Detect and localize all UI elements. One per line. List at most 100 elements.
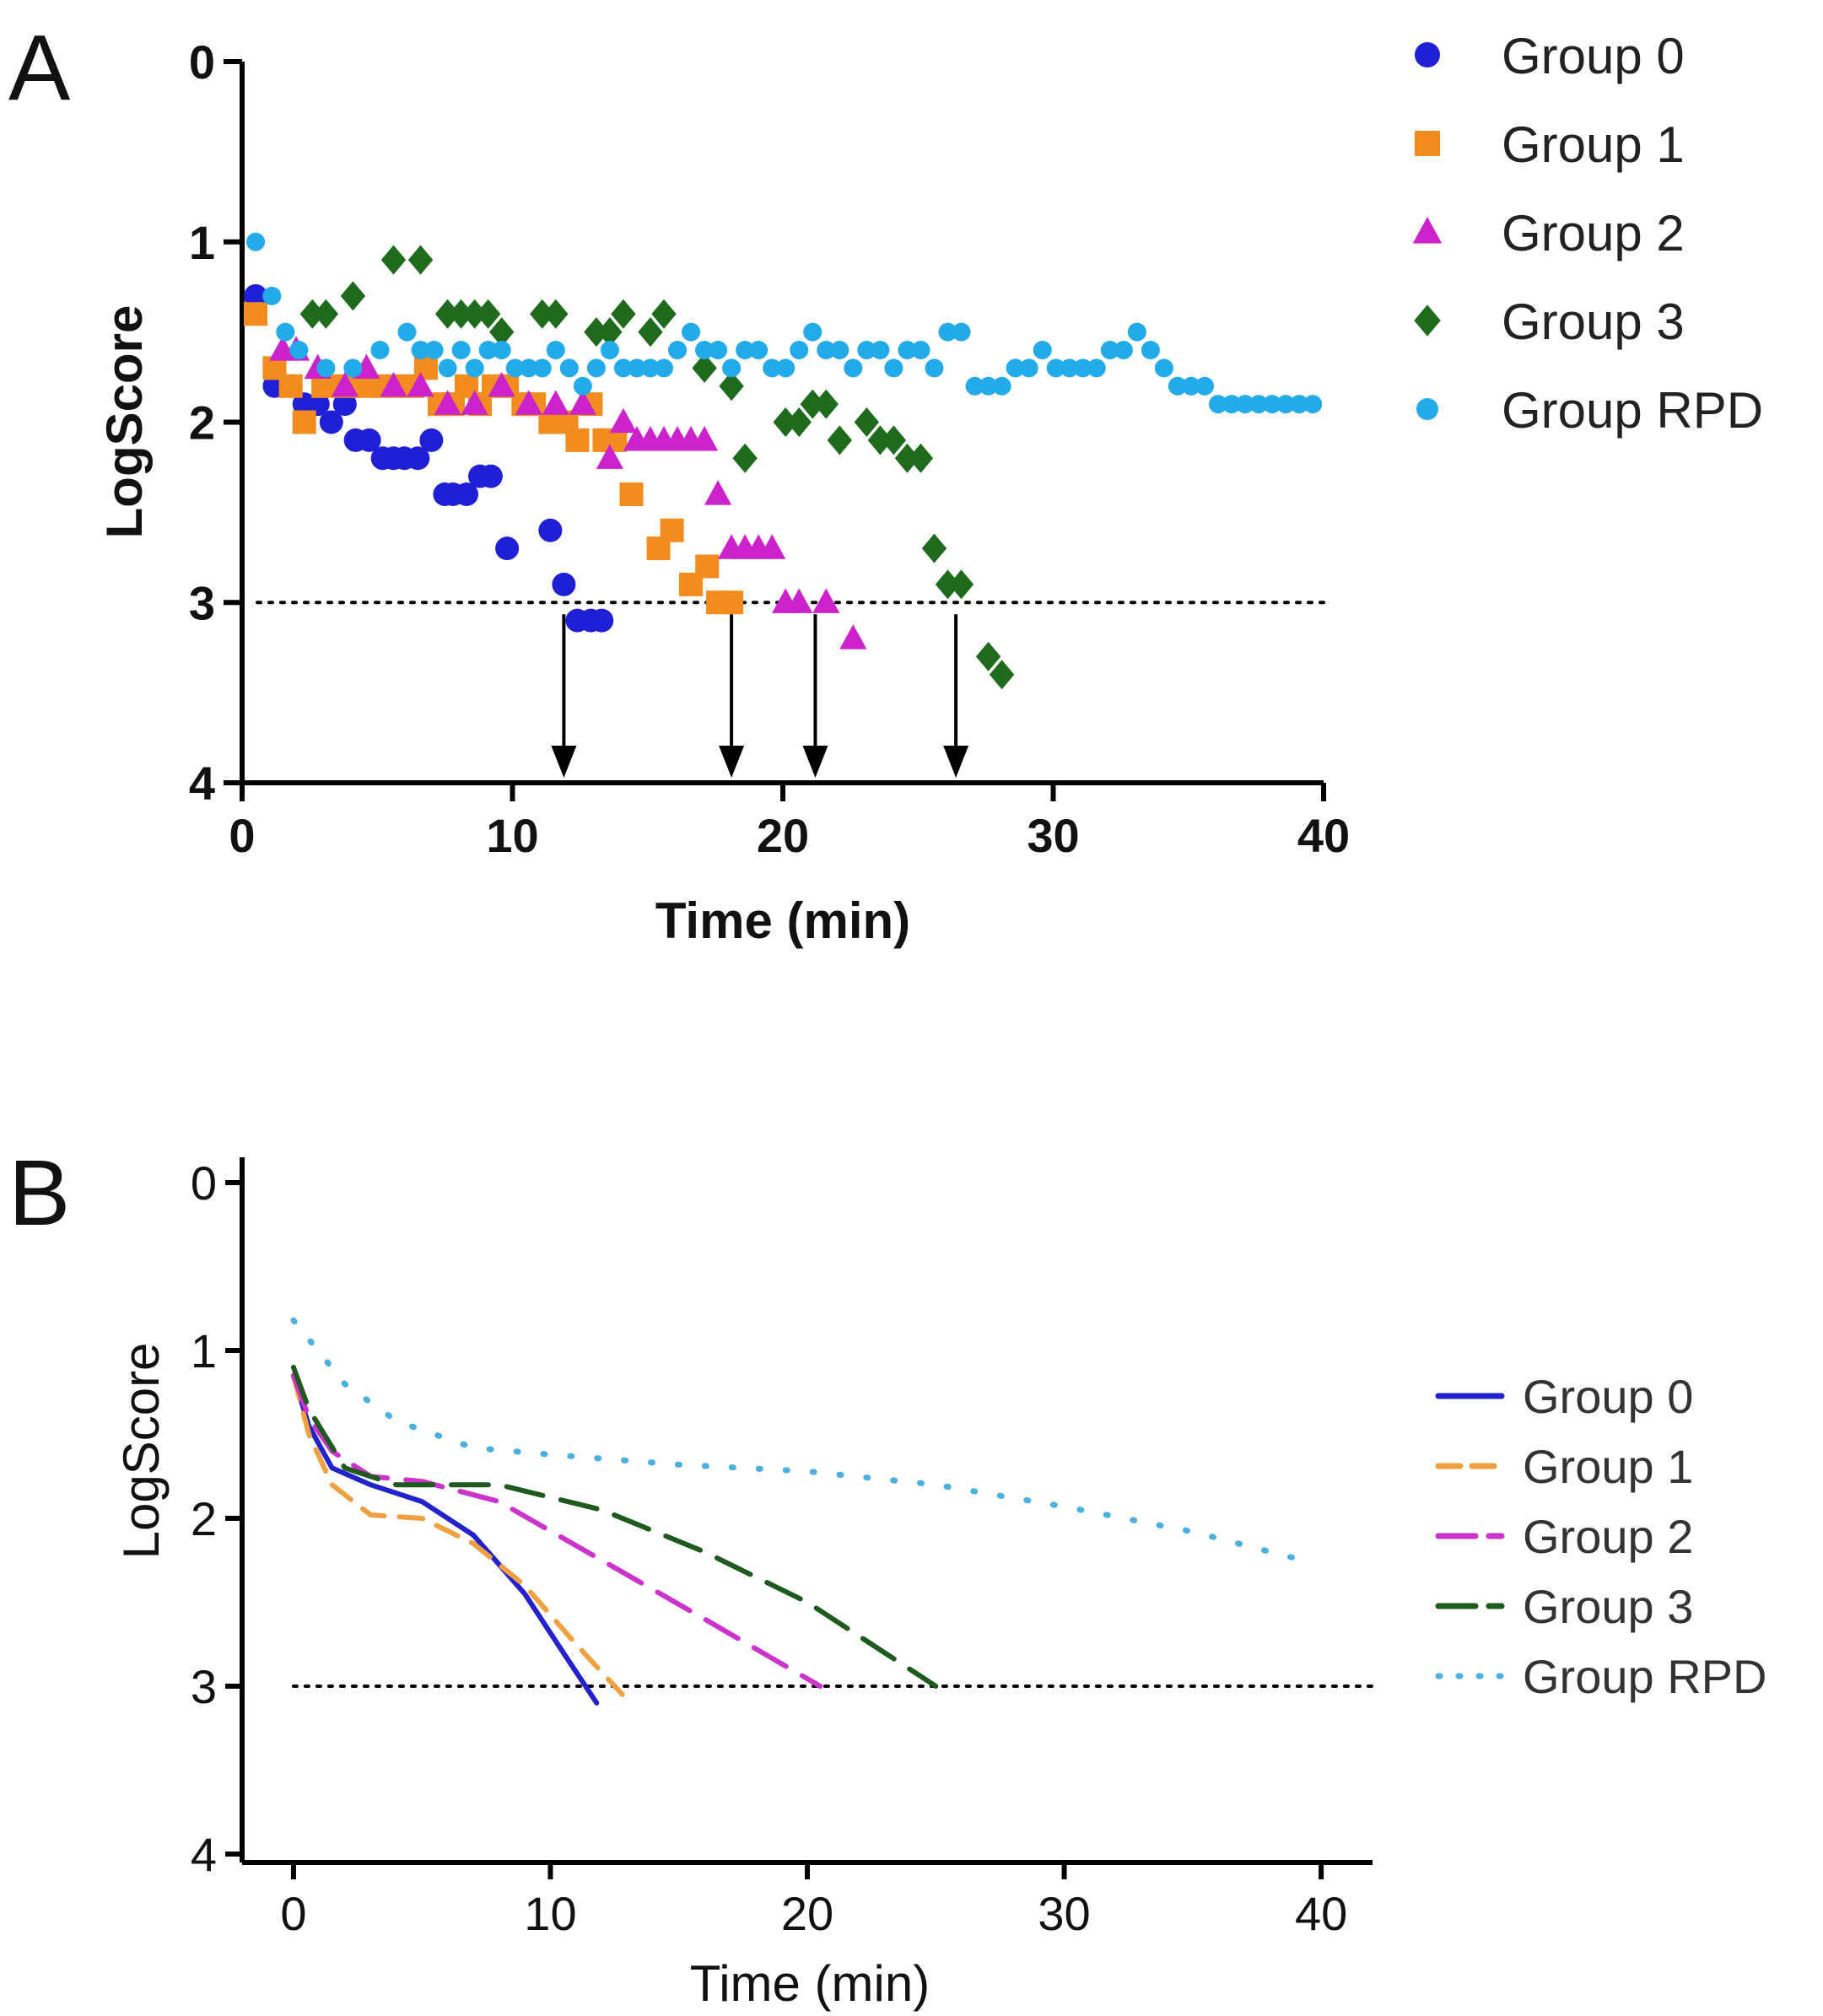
panel-a-point	[611, 299, 636, 329]
panel-b-x-tick-label: 30	[1038, 1887, 1090, 1940]
panel-a-point	[1006, 358, 1025, 378]
panel-a-y-tick-label: 3	[189, 576, 215, 629]
panel-a-letter: A	[8, 16, 71, 120]
panel-b-legend-label: Group 3	[1523, 1580, 1693, 1633]
panel-a-point	[704, 480, 732, 505]
panel-a-point	[948, 569, 974, 600]
panel-a-point	[627, 358, 646, 378]
panel-a-point	[244, 283, 268, 308]
panel-a-point	[276, 322, 295, 342]
panel-b-line-group-rpd	[290, 1317, 1307, 1564]
panel-a-point	[1276, 395, 1296, 414]
panel-a-point	[538, 518, 563, 542]
panel-a-point	[763, 358, 782, 378]
panel-a-point	[515, 390, 542, 415]
panel-b-x-tick-label: 0	[280, 1887, 306, 1940]
panel-a-y-tick-label: 2	[189, 396, 215, 450]
panel-a-point	[419, 428, 444, 452]
panel-a-point	[812, 588, 840, 613]
panel-a-point	[898, 341, 917, 359]
panel-a-legend-marker	[1415, 42, 1440, 67]
panel-b-x-axis-title: Time (min)	[690, 1955, 930, 2012]
panel-a-point	[590, 608, 614, 633]
panel-a-point	[584, 317, 609, 348]
panel-a-point	[925, 358, 944, 378]
panel-a-point	[654, 358, 673, 378]
panel-a-point	[411, 341, 430, 359]
panel-a-point	[492, 341, 511, 359]
panel-a-point	[475, 299, 501, 329]
panel-a-point	[790, 341, 809, 359]
panel-b-line-group-0	[290, 1372, 600, 1706]
panel-a-point	[370, 341, 390, 359]
panel-a-point	[1114, 341, 1133, 359]
panel-a-point	[690, 426, 719, 451]
panel-a-point	[786, 407, 812, 437]
panel-a-point	[262, 286, 282, 305]
panel-a-point	[1100, 341, 1119, 359]
panel-a-series-group-rpd	[246, 232, 1323, 414]
panel-a-legend-label: Group 0	[1502, 28, 1685, 84]
panel-a-point	[1019, 358, 1038, 378]
panel-a-point	[413, 356, 438, 380]
panel-a-series-group-0	[244, 283, 614, 633]
panel-a-point	[406, 446, 430, 471]
panel-a-y-tick-label: 4	[189, 757, 215, 810]
panel-a-point	[1290, 395, 1309, 414]
panel-a-point	[709, 341, 728, 359]
panel-a-arrow	[802, 614, 828, 778]
panel-a-series-group-2	[268, 336, 867, 650]
panel-a-point	[773, 407, 798, 437]
panel-a-point	[749, 341, 769, 359]
panel-a-point	[938, 322, 957, 342]
panel-a-point	[246, 232, 266, 251]
panel-a-point	[989, 660, 1015, 690]
panel-a-point	[1222, 395, 1242, 414]
panel-a-point	[1209, 395, 1228, 414]
panel-a-point	[292, 410, 316, 434]
panel-a-point	[495, 536, 520, 561]
panel-a-point	[407, 371, 434, 397]
panel-a-point	[343, 358, 363, 378]
panel-a-point	[299, 299, 326, 329]
panel-a-point	[1263, 395, 1282, 414]
panel-a-point	[1127, 322, 1146, 342]
panel-a-point	[695, 554, 720, 579]
panel-a-point	[1303, 395, 1323, 414]
panel-a-point	[871, 341, 890, 359]
panel-b-legend-label: Group 0	[1523, 1370, 1693, 1423]
panel-a-point	[1236, 395, 1255, 414]
panel-a-point	[565, 428, 590, 452]
panel-a-point	[800, 389, 825, 419]
panel-b-y-tick-label: 2	[191, 1492, 217, 1545]
panel-a-point	[839, 624, 867, 650]
panel-a-legend-label: Group 2	[1502, 205, 1685, 261]
panel-a-point	[461, 299, 488, 329]
panel-a-point	[488, 317, 515, 348]
panel-a-point	[532, 358, 552, 378]
panel-a-point	[935, 569, 961, 600]
panel-a-point	[438, 358, 457, 378]
panel-a-point	[600, 341, 619, 359]
panel-a-point	[609, 407, 638, 434]
panel-a-point	[975, 641, 1001, 671]
panel-b-y-tick-label: 3	[191, 1660, 217, 1713]
panel-a-point	[785, 588, 813, 613]
panel-a-point	[613, 358, 633, 378]
panel-a-point	[434, 390, 461, 415]
panel-a-point	[952, 322, 971, 342]
panel-a-point	[505, 358, 525, 378]
panel-a-point	[660, 518, 684, 542]
panel-a-point	[776, 358, 796, 378]
panel-a-point	[758, 534, 786, 559]
panel-a-point	[857, 341, 876, 359]
panel-a-point	[1060, 358, 1079, 378]
panel-a-point	[519, 358, 538, 378]
panel-a-point	[316, 358, 336, 378]
panel-a-point	[803, 322, 823, 342]
panel-a-point	[319, 410, 343, 434]
panel-a-point	[478, 341, 498, 359]
panel-a-point	[586, 358, 606, 378]
panel-b-legend-label: Group 1	[1523, 1440, 1693, 1493]
